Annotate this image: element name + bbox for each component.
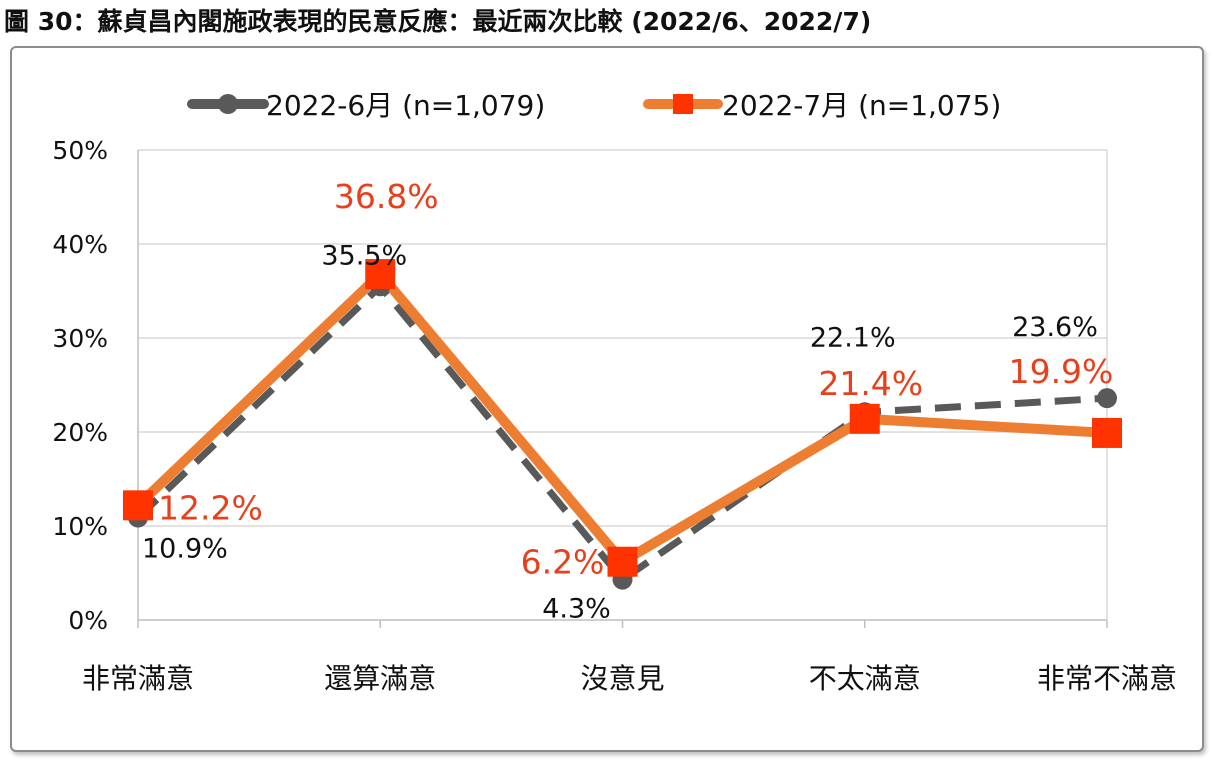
y-tick-label: 0% <box>68 606 108 635</box>
y-tick-label: 20% <box>52 418 108 447</box>
figure-title: 圖 30：蘇貞昌內閣施政表現的民意反應：最近兩次比較 (2022/6、2022/… <box>4 7 872 36</box>
series-line-2022-7 <box>134 269 1108 567</box>
point-2022-7 <box>365 259 396 290</box>
data-label-2022-6: 4.3% <box>542 594 611 625</box>
point-2022-7 <box>123 490 153 521</box>
y-tick-label: 50% <box>52 136 108 165</box>
point-2022-6 <box>1097 388 1117 409</box>
point-2022-7 <box>849 403 880 434</box>
point-2022-7 <box>1092 417 1122 448</box>
x-category-label: 還算滿意 <box>324 662 436 695</box>
x-category-label: 非常滿意 <box>82 662 194 695</box>
point-2022-7 <box>607 546 638 577</box>
data-label-2022-6: 10.9% <box>142 534 228 565</box>
legend-label-2022-6: 2022-6月 (n=1,079) <box>266 89 545 122</box>
x-category-label: 非常不滿意 <box>1037 662 1177 695</box>
data-label-2022-7: 21.4% <box>818 364 923 403</box>
data-label-2022-7: 6.2% <box>521 543 605 582</box>
x-category-label: 沒意見 <box>580 662 664 695</box>
x-category-label: 不太滿意 <box>809 662 921 695</box>
legend-label-2022-7: 2022-7月 (n=1,075) <box>722 89 1001 122</box>
data-label-2022-6: 22.1% <box>810 322 896 353</box>
legend-marker-2022-6 <box>218 94 238 114</box>
data-label-2022-7: 36.8% <box>334 177 439 216</box>
data-label-2022-6: 23.6% <box>1012 312 1098 343</box>
y-tick-label: 10% <box>52 512 108 541</box>
chart-frame <box>10 46 1204 752</box>
data-label-2022-7: 12.2% <box>158 488 263 527</box>
legend-marker-2022-7 <box>673 94 693 114</box>
data-label-2022-7: 19.9% <box>1009 352 1114 391</box>
y-tick-label: 40% <box>52 230 108 259</box>
data-label-2022-6: 35.5% <box>321 240 407 271</box>
series-line-2022-6 <box>135 282 1108 584</box>
y-tick-label: 30% <box>52 324 108 353</box>
